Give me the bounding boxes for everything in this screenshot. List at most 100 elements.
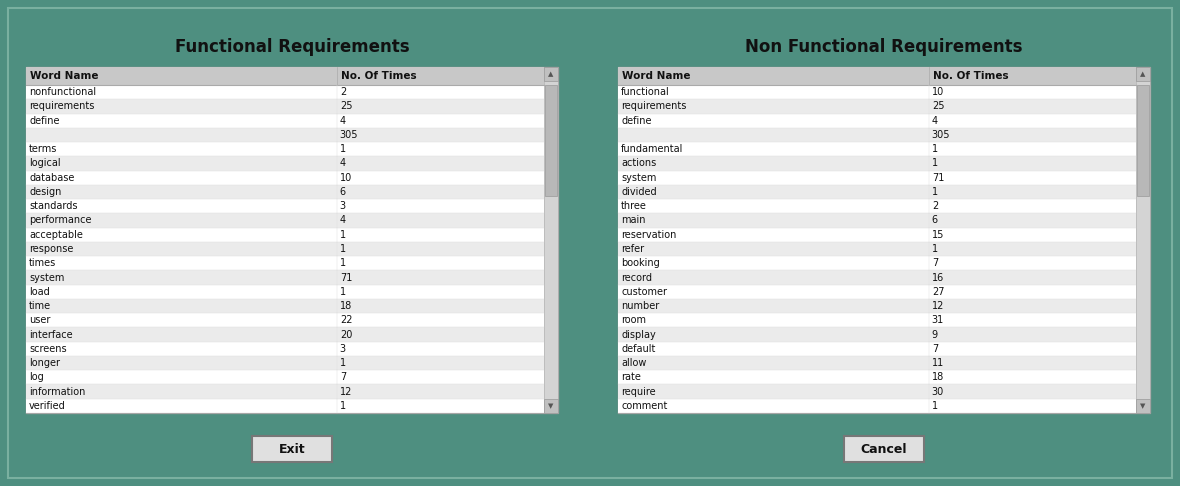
FancyBboxPatch shape xyxy=(26,114,544,128)
Text: load: load xyxy=(30,287,50,297)
FancyBboxPatch shape xyxy=(618,156,1136,171)
Text: 1: 1 xyxy=(340,230,346,240)
FancyBboxPatch shape xyxy=(618,99,1136,114)
Text: 16: 16 xyxy=(932,273,944,282)
Text: information: information xyxy=(30,386,85,397)
Text: display: display xyxy=(621,330,656,340)
Text: response: response xyxy=(30,244,73,254)
Text: screens: screens xyxy=(30,344,66,354)
FancyBboxPatch shape xyxy=(26,85,544,99)
Text: Word Name: Word Name xyxy=(622,71,690,81)
FancyBboxPatch shape xyxy=(26,356,544,370)
FancyBboxPatch shape xyxy=(26,299,544,313)
FancyBboxPatch shape xyxy=(618,285,1136,299)
FancyBboxPatch shape xyxy=(26,199,544,213)
Text: ▲: ▲ xyxy=(1140,71,1146,77)
Text: logical: logical xyxy=(30,158,60,169)
FancyBboxPatch shape xyxy=(1138,85,1149,196)
FancyBboxPatch shape xyxy=(618,142,1136,156)
FancyBboxPatch shape xyxy=(1136,67,1150,413)
FancyBboxPatch shape xyxy=(618,85,1136,99)
Text: define: define xyxy=(30,116,59,126)
FancyBboxPatch shape xyxy=(26,256,544,270)
Text: 71: 71 xyxy=(932,173,944,183)
FancyBboxPatch shape xyxy=(618,342,1136,356)
Text: 10: 10 xyxy=(932,87,944,97)
FancyBboxPatch shape xyxy=(26,99,544,114)
Text: 7: 7 xyxy=(340,372,346,382)
FancyBboxPatch shape xyxy=(618,199,1136,213)
Text: nonfunctional: nonfunctional xyxy=(30,87,96,97)
FancyBboxPatch shape xyxy=(618,313,1136,328)
FancyBboxPatch shape xyxy=(26,128,544,142)
Text: allow: allow xyxy=(621,358,647,368)
FancyBboxPatch shape xyxy=(618,114,1136,128)
Text: 305: 305 xyxy=(932,130,950,140)
Text: 31: 31 xyxy=(932,315,944,325)
FancyBboxPatch shape xyxy=(618,185,1136,199)
Text: acceptable: acceptable xyxy=(30,230,83,240)
Text: Word Name: Word Name xyxy=(30,71,98,81)
FancyBboxPatch shape xyxy=(26,370,544,384)
FancyBboxPatch shape xyxy=(26,171,544,185)
Text: comment: comment xyxy=(621,401,668,411)
Text: divided: divided xyxy=(621,187,656,197)
FancyBboxPatch shape xyxy=(26,384,544,399)
Text: standards: standards xyxy=(30,201,78,211)
Text: 1: 1 xyxy=(932,401,938,411)
FancyBboxPatch shape xyxy=(618,171,1136,185)
FancyBboxPatch shape xyxy=(618,213,1136,227)
Text: 1: 1 xyxy=(340,144,346,154)
FancyBboxPatch shape xyxy=(545,85,557,196)
Text: three: three xyxy=(621,201,647,211)
Text: booking: booking xyxy=(621,258,660,268)
FancyBboxPatch shape xyxy=(26,399,544,413)
Text: reservation: reservation xyxy=(621,230,676,240)
FancyBboxPatch shape xyxy=(26,156,544,171)
Text: 1: 1 xyxy=(340,358,346,368)
Text: Functional Requirements: Functional Requirements xyxy=(175,38,409,56)
Text: define: define xyxy=(621,116,651,126)
FancyBboxPatch shape xyxy=(26,328,544,342)
FancyBboxPatch shape xyxy=(253,436,332,462)
Text: ▲: ▲ xyxy=(549,71,553,77)
Text: longer: longer xyxy=(30,358,60,368)
FancyBboxPatch shape xyxy=(544,67,558,413)
Text: 6: 6 xyxy=(932,215,938,226)
FancyBboxPatch shape xyxy=(618,356,1136,370)
FancyBboxPatch shape xyxy=(618,370,1136,384)
Text: actions: actions xyxy=(621,158,656,169)
Text: 27: 27 xyxy=(932,287,944,297)
FancyBboxPatch shape xyxy=(618,67,1150,413)
FancyBboxPatch shape xyxy=(618,384,1136,399)
Text: 25: 25 xyxy=(340,102,353,111)
Text: ▼: ▼ xyxy=(1140,403,1146,409)
Text: 305: 305 xyxy=(340,130,359,140)
FancyBboxPatch shape xyxy=(618,67,1136,85)
Text: No. Of Times: No. Of Times xyxy=(933,71,1009,81)
Text: 1: 1 xyxy=(340,287,346,297)
FancyBboxPatch shape xyxy=(26,313,544,328)
Text: 11: 11 xyxy=(932,358,944,368)
FancyBboxPatch shape xyxy=(26,185,544,199)
Text: 4: 4 xyxy=(932,116,938,126)
Text: customer: customer xyxy=(621,287,667,297)
Text: 1: 1 xyxy=(932,144,938,154)
FancyBboxPatch shape xyxy=(26,342,544,356)
Text: 7: 7 xyxy=(932,258,938,268)
FancyBboxPatch shape xyxy=(618,328,1136,342)
FancyBboxPatch shape xyxy=(1136,399,1150,413)
FancyBboxPatch shape xyxy=(844,436,924,462)
Text: 20: 20 xyxy=(340,330,352,340)
FancyBboxPatch shape xyxy=(1136,67,1150,81)
Text: ▼: ▼ xyxy=(549,403,553,409)
Text: 12: 12 xyxy=(932,301,944,311)
FancyBboxPatch shape xyxy=(26,285,544,299)
FancyBboxPatch shape xyxy=(618,299,1136,313)
FancyBboxPatch shape xyxy=(618,399,1136,413)
Text: 3: 3 xyxy=(340,201,346,211)
Text: system: system xyxy=(621,173,656,183)
FancyBboxPatch shape xyxy=(26,67,544,85)
Text: Cancel: Cancel xyxy=(860,442,907,455)
Text: Exit: Exit xyxy=(278,442,306,455)
